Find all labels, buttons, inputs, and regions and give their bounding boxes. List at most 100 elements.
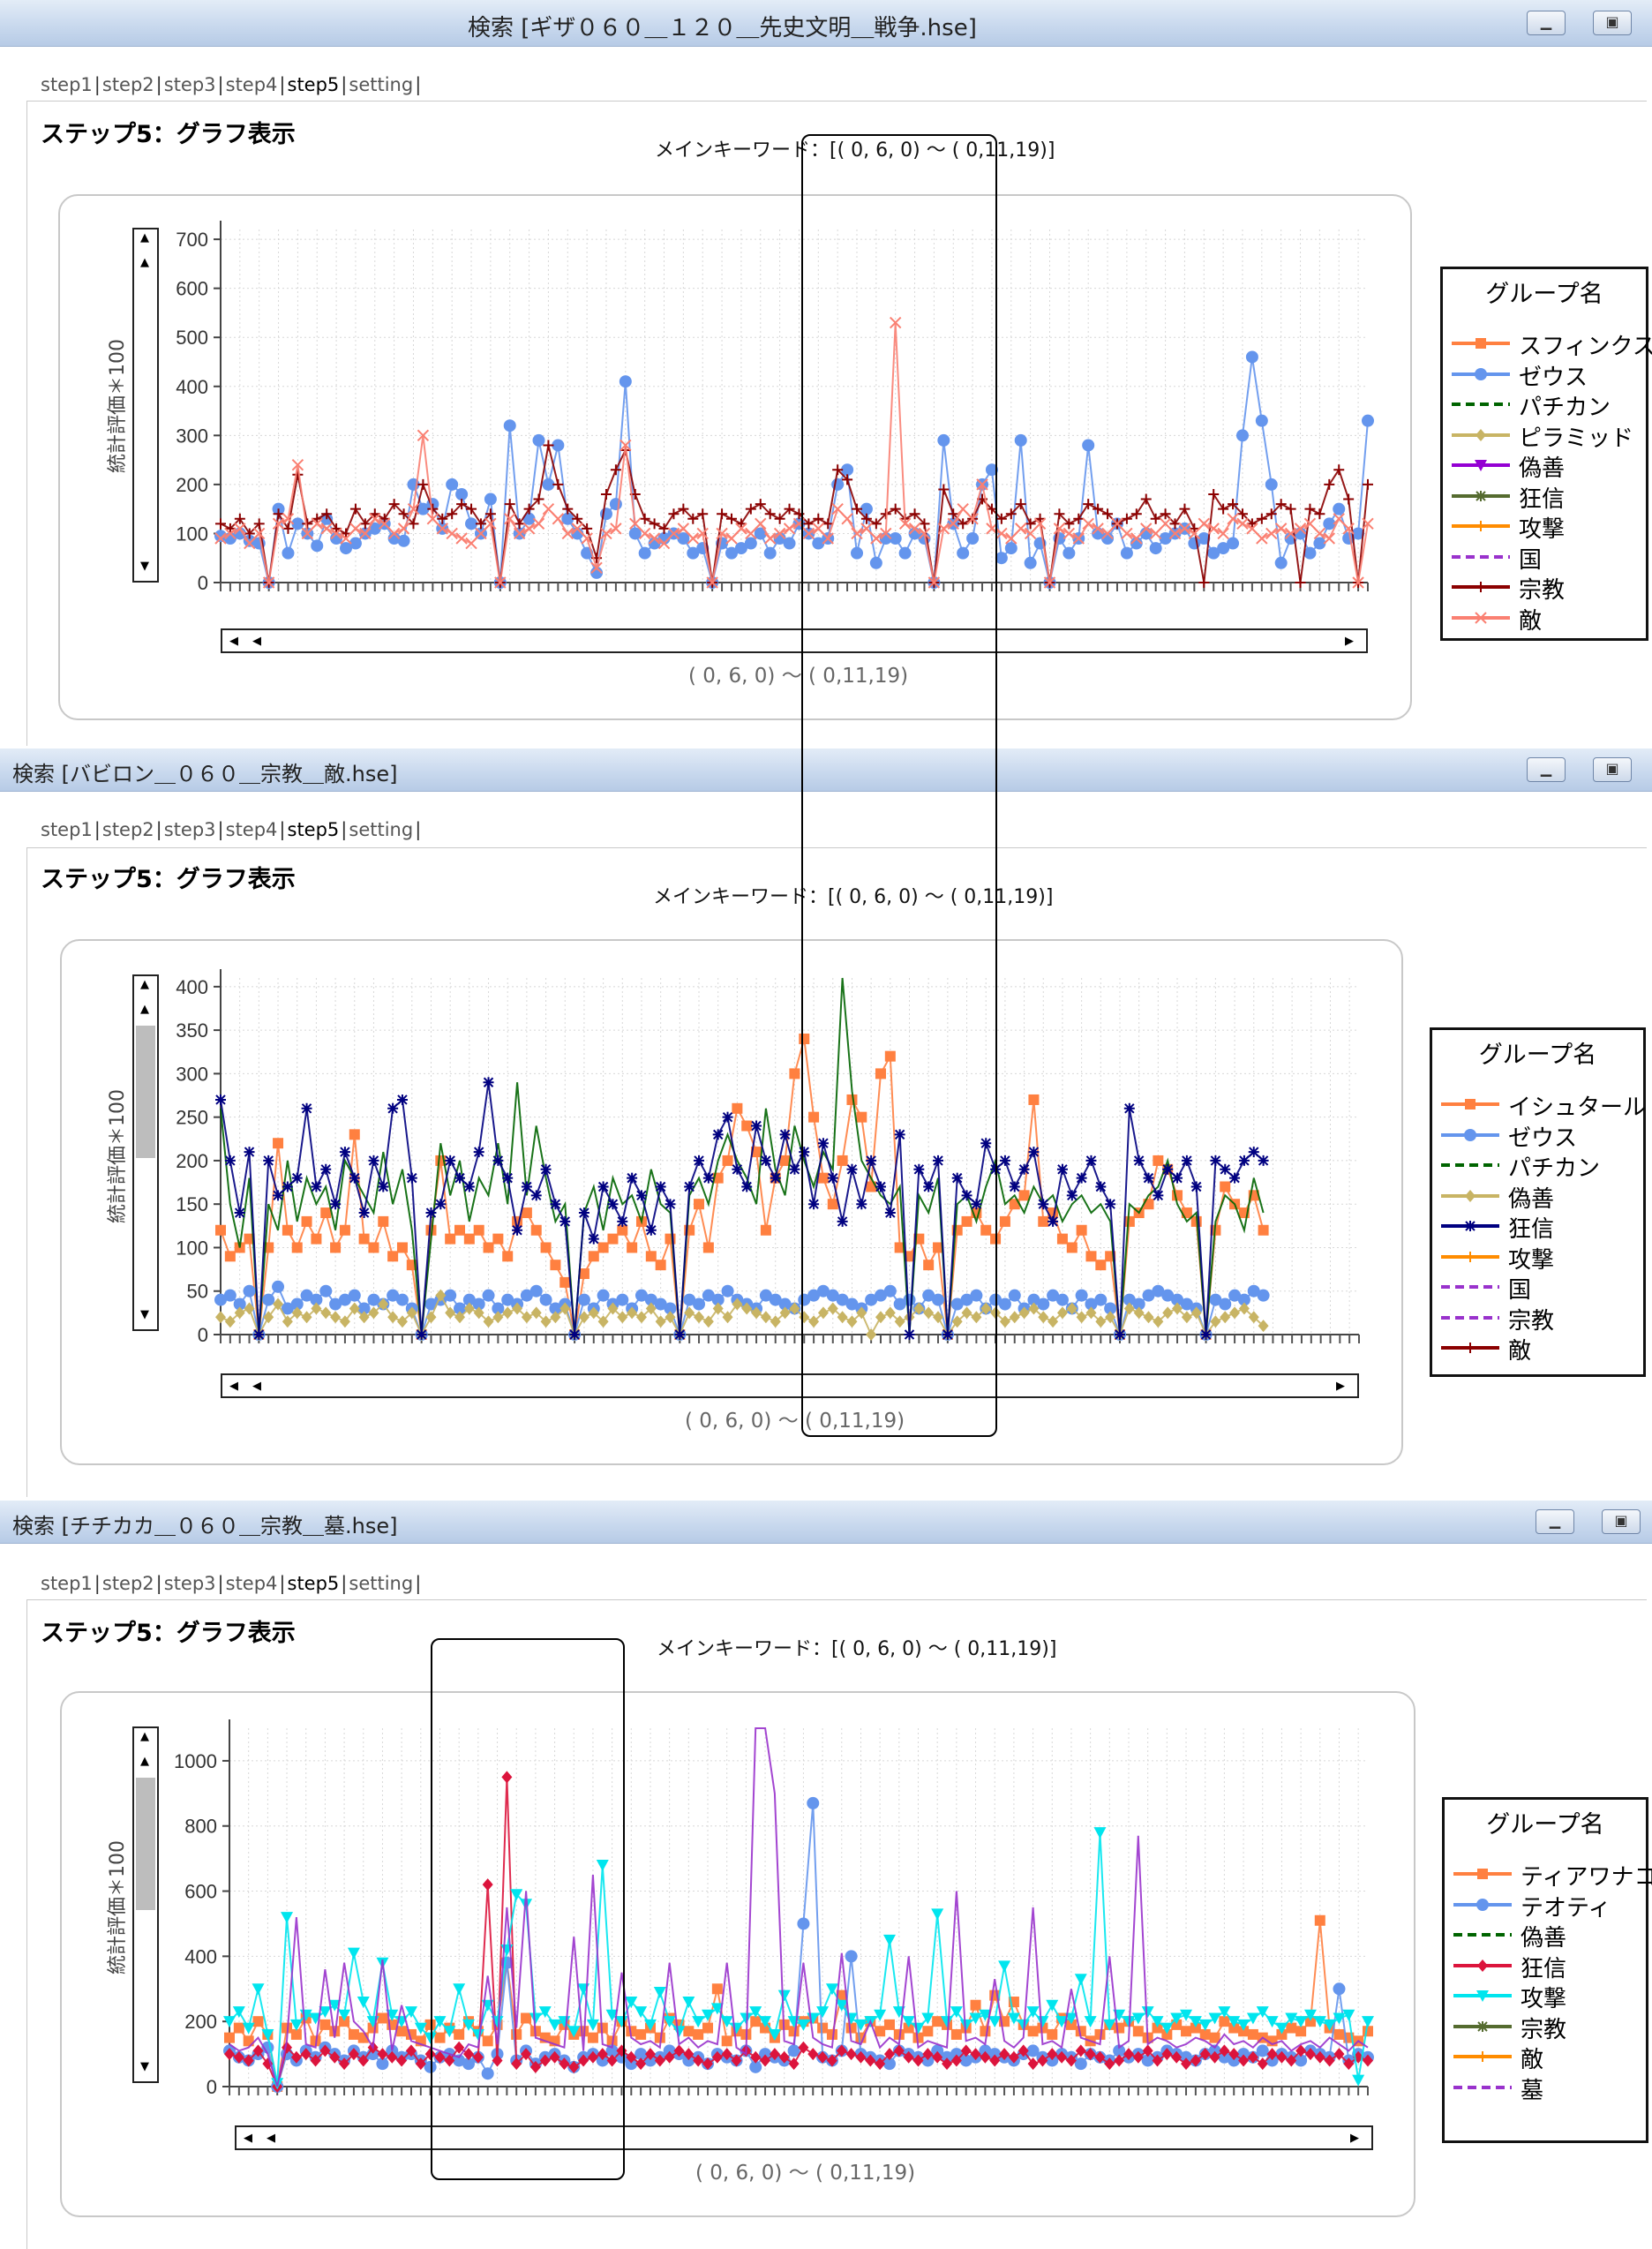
y-axis-label: 統計評価＊100 <box>107 1840 129 1974</box>
legend-swatch <box>1453 1869 1512 1879</box>
tab-step1[interactable]: step1 <box>41 819 93 840</box>
arrow-left-icon[interactable]: ◀ <box>229 1380 238 1393</box>
maximize-button[interactable]: ▣ <box>1593 757 1632 782</box>
arrow-up-icon[interactable]: ▲ <box>140 256 149 269</box>
data-point <box>529 1284 543 1298</box>
data-point <box>1200 1329 1212 1340</box>
series-line <box>229 1802 1369 2090</box>
arrow-right-icon[interactable]: ▶ <box>1336 1380 1345 1393</box>
data-point <box>692 2016 705 2028</box>
arrow-left-icon[interactable]: ◀ <box>252 635 261 648</box>
tab-step5[interactable]: step5 <box>287 819 340 840</box>
data-point <box>950 2054 962 2067</box>
data-point <box>473 1224 484 1236</box>
data-point <box>1266 2048 1278 2061</box>
series <box>229 1727 1369 2087</box>
tab-step4[interactable]: step4 <box>225 74 278 95</box>
arrow-up-icon[interactable]: ▲ <box>140 1755 149 1768</box>
scrollbar-thumb[interactable] <box>136 1026 155 1158</box>
data-point <box>1352 527 1365 540</box>
arrow-right-icon[interactable]: ▶ <box>1350 2132 1359 2145</box>
maximize-button[interactable]: ▣ <box>1593 11 1632 35</box>
data-point <box>725 532 738 545</box>
arrow-left-icon[interactable]: ◀ <box>267 2132 275 2145</box>
data-point <box>244 1147 255 1158</box>
tab-step5[interactable]: step5 <box>287 74 340 95</box>
data-point <box>837 1155 848 1166</box>
tab-step2[interactable]: step2 <box>101 1573 154 1594</box>
vertical-scrollbar[interactable]: ▲ ▲ ▼ <box>132 974 159 1331</box>
tab-step1[interactable]: step1 <box>41 1573 93 1594</box>
tab-setting[interactable]: setting <box>349 1573 414 1594</box>
data-point <box>481 2067 494 2080</box>
data-point <box>1237 1293 1250 1306</box>
legend-item: 狂信 <box>1443 481 1646 513</box>
data-point <box>433 2016 447 2028</box>
data-point <box>607 1302 619 1315</box>
title-bar[interactable]: 検索 [チチカカ＿０６０＿宗教＿墓.hse] ▁ ▣ <box>0 1501 1652 1544</box>
data-point <box>1199 2048 1211 2061</box>
data-point <box>942 1329 953 1340</box>
horizontal-scrollbar[interactable]: ◀ ◀ ▶ <box>221 628 1368 653</box>
arrow-up-icon[interactable]: ▲ <box>140 1730 149 1743</box>
tab-step4[interactable]: step4 <box>225 1573 278 1594</box>
horizontal-scrollbar[interactable]: ◀ ◀ ▶ <box>235 2125 1373 2150</box>
legend: グループ名 イシュタール ゼウス パチカン 偽善 狂信 攻撃国宗教敵 <box>1430 1027 1646 1377</box>
data-point <box>797 2019 810 2031</box>
tab-step3[interactable]: step3 <box>163 74 216 95</box>
tab-step3[interactable]: step3 <box>163 819 216 840</box>
minimize-button[interactable]: ▁ <box>1536 1509 1574 1534</box>
data-point <box>855 2050 867 2064</box>
tab-step4[interactable]: step4 <box>225 819 278 840</box>
data-point <box>434 2050 446 2064</box>
arrow-down-icon[interactable]: ▼ <box>140 1308 149 1321</box>
minimize-button[interactable]: ▁ <box>1527 11 1566 35</box>
data-point <box>668 508 680 520</box>
scrollbar-thumb[interactable] <box>136 1778 155 1910</box>
legend-item: 宗教 <box>1432 1303 1643 1335</box>
data-point <box>779 1155 791 1166</box>
horizontal-scrollbar[interactable]: ◀ ◀ ▶ <box>221 1373 1359 1398</box>
data-point <box>1085 2048 1096 2061</box>
title-bar[interactable]: 検索 [バビロン＿０６０＿宗教＿敵.hse] ▁ ▣ <box>0 748 1652 792</box>
tab-setting[interactable]: setting <box>349 74 414 95</box>
title-bar[interactable]: 検索 [ギザ０６０＿１２０＿先史文明＿戦争.hse] ▁ ▣ <box>0 0 1652 47</box>
data-point <box>224 527 237 540</box>
data-point <box>1094 2028 1106 2040</box>
tab-step3[interactable]: step3 <box>163 1573 216 1594</box>
vertical-scrollbar[interactable]: ▲ ▲ ▼ <box>132 1726 159 2083</box>
data-point <box>851 546 864 560</box>
arrow-down-icon[interactable]: ▼ <box>140 2060 149 2073</box>
arrow-up-icon[interactable]: ▲ <box>140 231 149 244</box>
tab-step1[interactable]: step1 <box>41 74 93 95</box>
vertical-scrollbar[interactable]: ▲ ▲ ▼ <box>132 228 159 583</box>
arrow-left-icon[interactable]: ◀ <box>244 2132 252 2145</box>
tab-setting[interactable]: setting <box>349 819 414 840</box>
maximize-button[interactable]: ▣ <box>1602 1509 1641 1534</box>
data-point <box>1220 1163 1231 1175</box>
arrow-right-icon[interactable]: ▶ <box>1345 635 1354 648</box>
data-point <box>950 2006 963 2019</box>
arrow-up-icon[interactable]: ▲ <box>140 1003 149 1016</box>
data-point <box>672 2026 686 2038</box>
data-point <box>483 1077 494 1088</box>
data-point <box>933 1311 944 1324</box>
tab-step2[interactable]: step2 <box>101 74 154 95</box>
data-point <box>533 493 544 505</box>
tab-step5[interactable]: step5 <box>287 1573 340 1594</box>
arrow-left-icon[interactable]: ◀ <box>229 635 238 648</box>
data-point <box>883 1284 897 1298</box>
data-point <box>311 539 324 553</box>
legend-swatch <box>1453 1898 1512 1911</box>
tab-step2[interactable]: step2 <box>101 819 154 840</box>
data-point <box>988 2016 1002 2028</box>
data-point <box>224 1251 236 1262</box>
arrow-up-icon[interactable]: ▲ <box>140 978 149 991</box>
legend-item: イシュタール <box>1432 1089 1646 1121</box>
legend-swatch <box>1452 338 1510 349</box>
data-point <box>349 523 362 535</box>
arrow-left-icon[interactable]: ◀ <box>252 1380 261 1393</box>
arrow-down-icon[interactable]: ▼ <box>140 560 149 573</box>
minimize-button[interactable]: ▁ <box>1527 757 1566 782</box>
data-point <box>597 2022 608 2034</box>
